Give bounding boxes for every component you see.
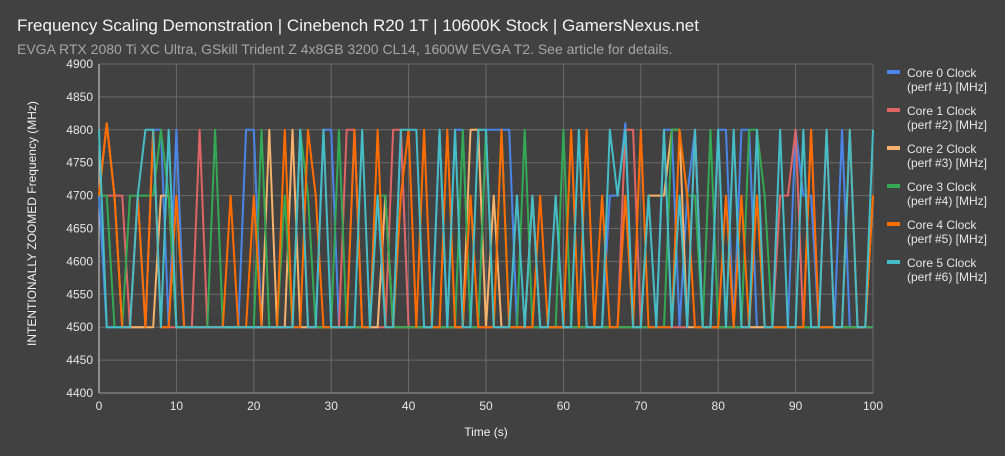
legend-item-core0[interactable]: Core 0 Clock (perf #1) [MHz] [887,66,1005,104]
legend-swatch [887,222,900,226]
x-tick-label: 60 [557,399,571,413]
x-tick-label: 20 [247,399,261,413]
legend-item-core1[interactable]: Core 1 Clock (perf #2) [MHz] [887,104,1005,142]
y-tick-label: 4500 [66,320,93,334]
legend-swatch [887,146,900,150]
x-tick-label: 30 [325,399,339,413]
y-axis-label: INTENTIONALLY ZOOMED Frequency (MHz) [25,101,39,346]
series-line-core5 [98,128,874,329]
y-tick-label: 4850 [66,90,93,104]
x-tick-label: 50 [479,399,493,413]
y-tick-label: 4400 [66,386,93,400]
legend-label: Core 3 Clock (perf #4) [MHz] [907,180,988,208]
chart-title: Frequency Scaling Demonstration | Cinebe… [17,16,699,35]
y-tick-label: 4600 [66,254,93,268]
y-tick-label: 4800 [66,123,93,137]
legend-item-core4[interactable]: Core 4 Clock (perf #5) [MHz] [887,218,1005,256]
x-tick-label: 100 [863,399,883,413]
legend-label: Core 4 Clock (perf #5) [MHz] [907,218,988,246]
legend-item-core5[interactable]: Core 5 Clock (perf #6) [MHz] [887,256,1005,294]
legend-swatch [887,260,900,264]
y-tick-label: 4900 [66,57,93,71]
legend-label: Core 1 Clock (perf #2) [MHz] [907,104,988,132]
y-tick-label: 4550 [66,287,93,301]
y-tick-label: 4750 [66,156,93,170]
x-tick-label: 40 [402,399,416,413]
x-axis-label: Time (s) [464,425,508,439]
x-tick-label: 70 [634,399,648,413]
x-tick-label: 90 [789,399,803,413]
y-tick-label: 4450 [66,353,93,367]
legend-label: Core 5 Clock (perf #6) [MHz] [907,256,988,284]
series-line-core4 [98,122,874,329]
legend-swatch [887,184,900,188]
y-tick-label: 4700 [66,189,93,203]
legend: Core 0 Clock (perf #1) [MHz] Core 1 Clock… [887,66,1005,294]
x-tick-label: 80 [712,399,726,413]
y-tick-label: 4650 [66,222,93,236]
legend-swatch [887,70,900,74]
legend-item-core3[interactable]: Core 3 Clock (perf #4) [MHz] [887,180,1005,218]
legend-label: Core 2 Clock (perf #3) [MHz] [907,142,988,170]
legend-label: Core 0 Clock (perf #1) [MHz] [907,66,988,94]
legend-swatch [887,108,900,112]
chart-subtitle: EVGA RTX 2080 Ti XC Ultra, GSkill Triden… [17,41,673,57]
x-tick-label: 0 [96,399,103,413]
legend-item-core2[interactable]: Core 2 Clock (perf #3) [MHz] [887,142,1005,180]
x-tick-label: 10 [170,399,184,413]
